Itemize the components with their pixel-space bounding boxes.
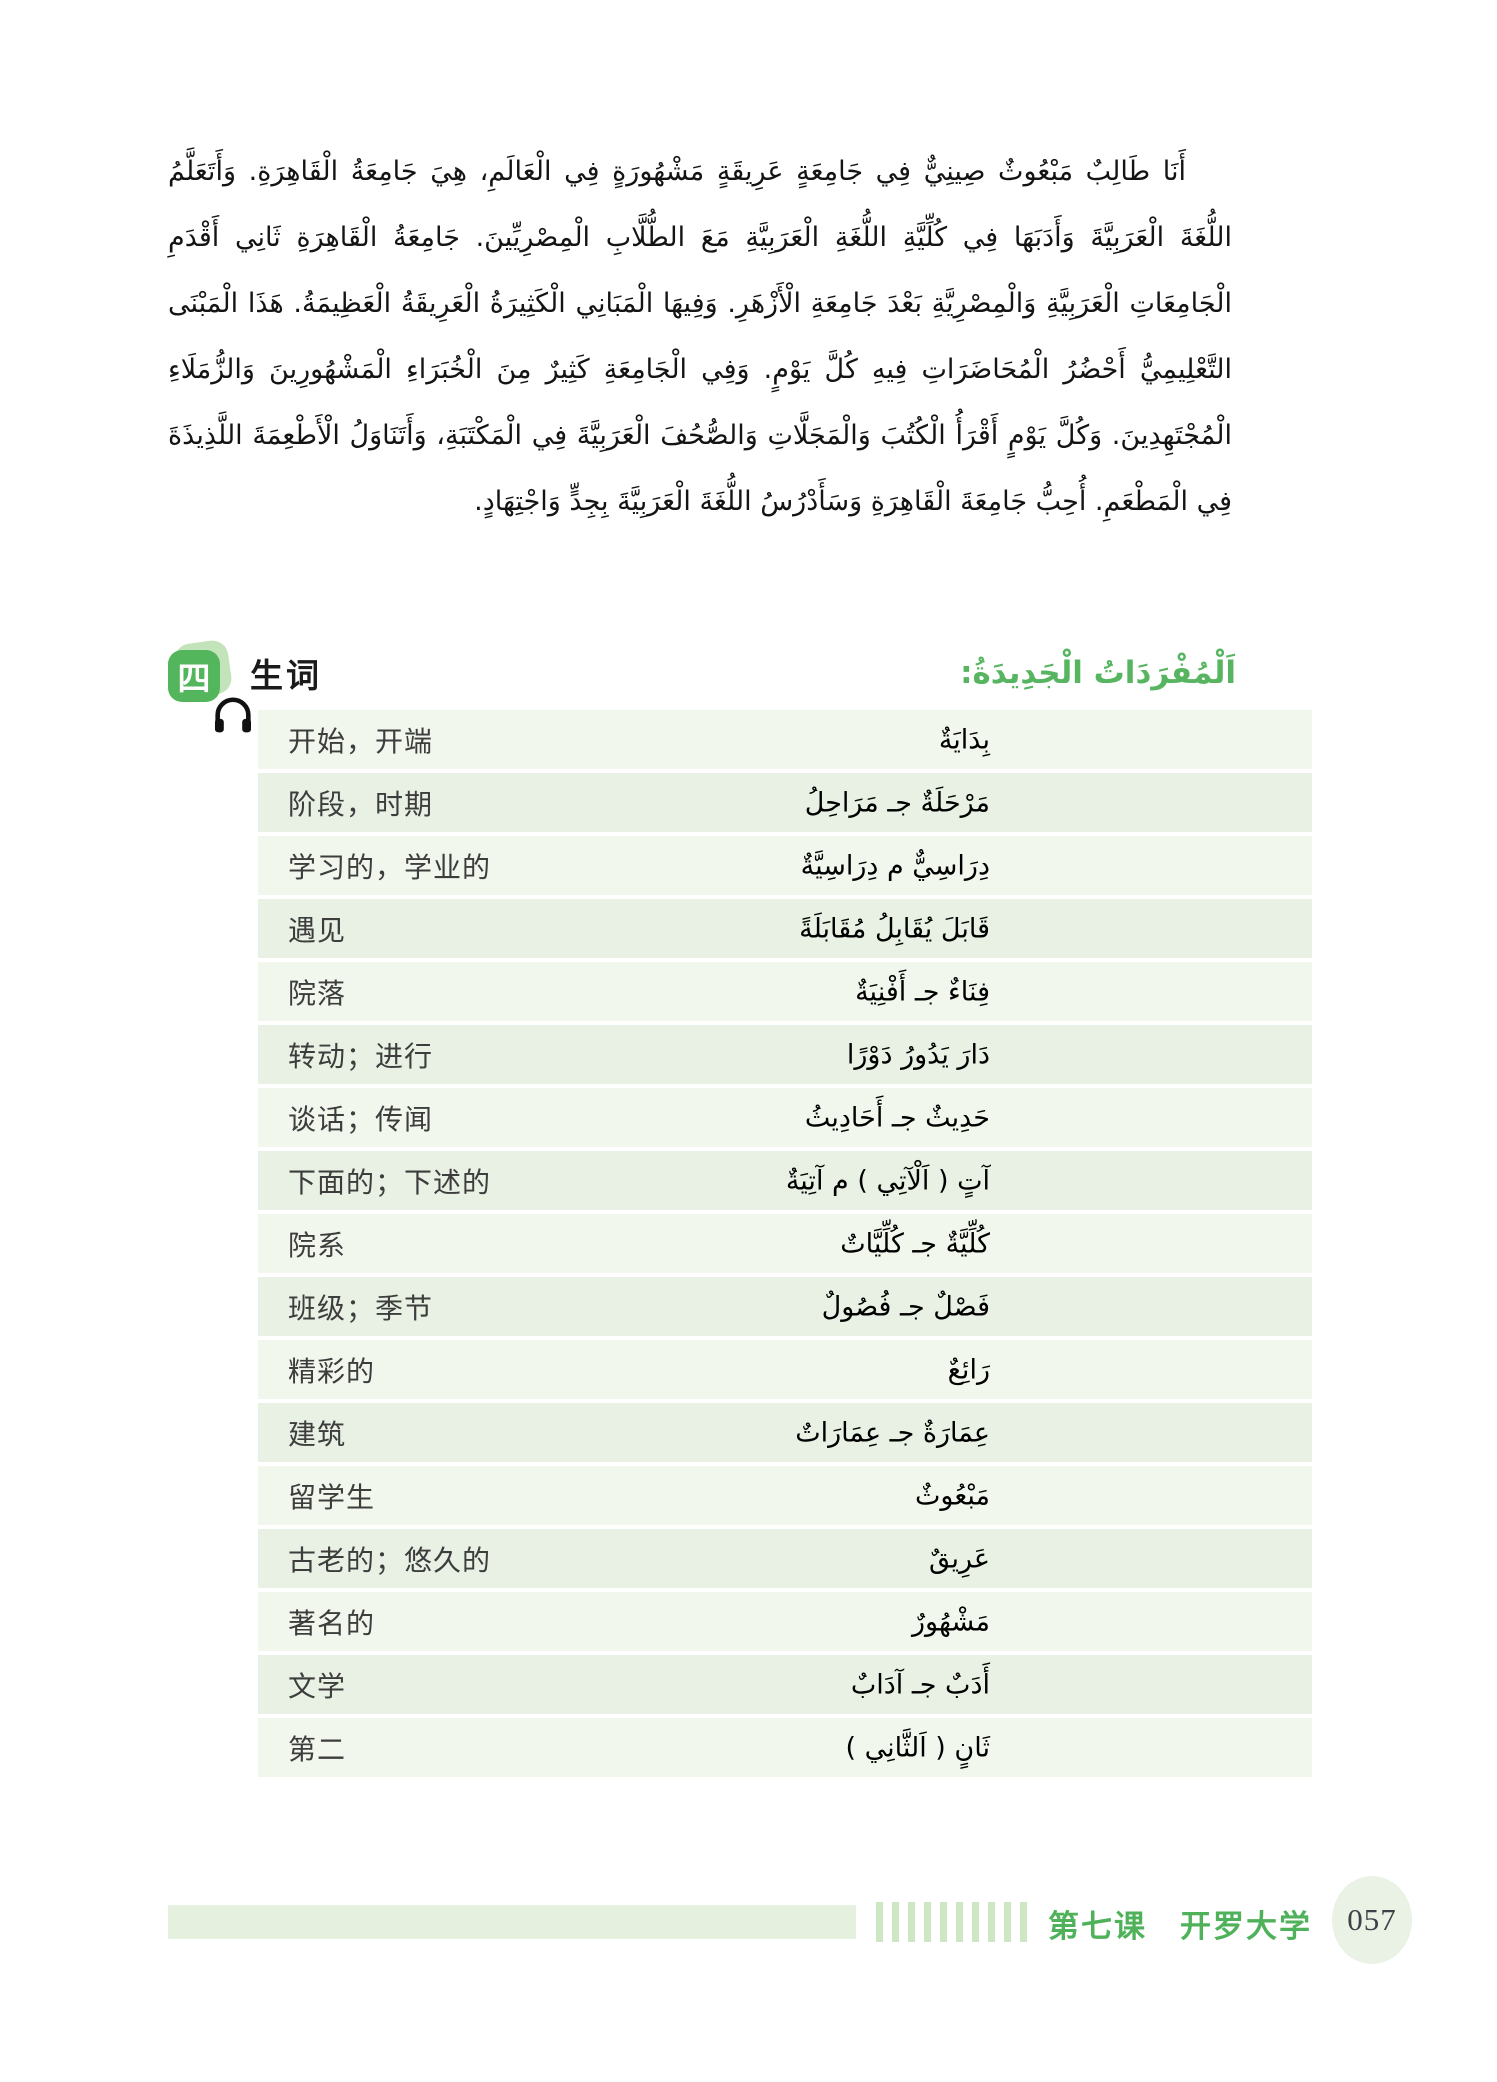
vocab-cn: 留学生 — [288, 1480, 376, 1514]
vocab-ar: مَرْحَلَةٌ جـ مَرَاحِلُ — [804, 787, 990, 818]
vocab-row: 建筑 عِمَارَةٌ جـ عِمَارَاتٌ — [258, 1403, 1312, 1462]
reading-passage: أَنَا طَالِبٌ مَبْعُوثٌ صِينِيٌّ فِي جَا… — [168, 156, 1232, 517]
vocab-cn: 班级；季节 — [288, 1291, 434, 1325]
section-title-cn: 生词 — [250, 656, 322, 695]
vocab-cn: 遇见 — [288, 913, 347, 947]
vocab-row: 转动；进行 دَارَ يَدُورُ دَوْرًا — [258, 1025, 1312, 1084]
vocab-cn: 院落 — [288, 976, 347, 1010]
vocab-row: 阶段，时期 مَرْحَلَةٌ جـ مَرَاحِلُ — [258, 773, 1312, 832]
vocab-ar: عَرِيقٌ — [928, 1543, 990, 1574]
vocab-ar: ثَانٍ ( اَلثَّانِي ) — [845, 1732, 990, 1763]
vocab-cn: 下面的；下述的 — [288, 1165, 492, 1199]
vocab-cn: 学习的，学业的 — [288, 850, 492, 884]
vocab-cn: 第二 — [288, 1732, 347, 1766]
vocab-cn: 谈话；传闻 — [288, 1102, 434, 1136]
vocab-cn: 转动；进行 — [288, 1039, 434, 1073]
vocab-row: 精彩的 رَائِعٌ — [258, 1340, 1312, 1399]
badge-number: 四 — [168, 650, 220, 702]
page-number: 057 — [1347, 1902, 1397, 1937]
headphones-icon — [210, 694, 256, 740]
vocab-row: 古老的；悠久的 عَرِيقٌ — [258, 1529, 1312, 1588]
vocab-row: 学习的，学业的 دِرَاسِيٌّ م دِرَاسِيَّةٌ — [258, 836, 1312, 895]
vocab-ar: كُلِّيَّةٌ جـ كُلِّيَّاتٌ — [840, 1228, 990, 1259]
vocab-ar: حَدِيثٌ جـ أَحَادِيثُ — [804, 1102, 990, 1133]
vocab-cn: 院系 — [288, 1228, 347, 1262]
vocab-cn: 古老的；悠久的 — [288, 1543, 492, 1577]
vocab-row: 院落 فِنَاءٌ جـ أَفْنِيَةٌ — [258, 962, 1312, 1021]
vocab-row: 文学 أَدَبٌ جـ آدَابٌ — [258, 1655, 1312, 1714]
section-header-left: 四 生词 — [168, 638, 322, 704]
vocab-row: 院系 كُلِّيَّةٌ جـ كُلِّيَّاتٌ — [258, 1214, 1312, 1273]
vocab-ar: دَارَ يَدُورُ دَوْرًا — [846, 1039, 990, 1070]
footer-bar — [168, 1905, 856, 1939]
vocab-row: 谈话；传闻 حَدِيثٌ جـ أَحَادِيثُ — [258, 1088, 1312, 1147]
vocab-ar: فَصْلٌ جـ فُصُولٌ — [821, 1291, 990, 1322]
vocab-cn: 精彩的 — [288, 1354, 376, 1388]
vocab-ar: قَابَلَ يُقَابِلُ مُقَابَلَةً — [799, 913, 990, 944]
vocab-cn: 阶段，时期 — [288, 787, 434, 821]
vocab-cn: 著名的 — [288, 1606, 376, 1640]
vocab-ar: رَائِعٌ — [947, 1354, 990, 1385]
vocab-row: 著名的 مَشْهُورٌ — [258, 1592, 1312, 1651]
vocab-cn: 文学 — [288, 1669, 347, 1703]
vocab-ar: مَشْهُورٌ — [912, 1606, 990, 1637]
vocab-row: 留学生 مَبْعُوثٌ — [258, 1466, 1312, 1525]
vocab-row: 开始，开端 بِدَايَةٌ — [258, 710, 1312, 769]
vocab-ar: عِمَارَةٌ جـ عِمَارَاتٌ — [795, 1417, 990, 1448]
vocab-row: 第二 ثَانٍ ( اَلثَّانِي ) — [258, 1718, 1312, 1777]
section-number-badge: 四 — [168, 638, 234, 704]
section-title-ar: اَلْمُفْرَدَاتُ الْجَدِيدَةُ: — [960, 655, 1236, 691]
section-header: 四 生词 اَلْمُفْرَدَاتُ الْجَدِيدَةُ: — [168, 638, 1236, 704]
vocab-row: 班级；季节 فَصْلٌ جـ فُصُولٌ — [258, 1277, 1312, 1336]
vocab-ar: مَبْعُوثٌ — [914, 1480, 990, 1511]
vocab-ar: بِدَايَةٌ — [938, 724, 990, 755]
vocab-ar: أَدَبٌ جـ آدَابٌ — [850, 1669, 990, 1700]
page-number-circle: 057 — [1332, 1876, 1412, 1964]
footer-stripes — [876, 1902, 1027, 1942]
vocab-ar: آتٍ ( اَلْآتِي ) م آتِيَةٌ — [785, 1165, 990, 1196]
vocab-table: 开始，开端 بِدَايَةٌ 阶段，时期 مَرْحَلَةٌ جـ مَرَ… — [258, 710, 1312, 1781]
vocab-row: 遇见 قَابَلَ يُقَابِلُ مُقَابَلَةً — [258, 899, 1312, 958]
vocab-cn: 开始，开端 — [288, 724, 434, 758]
vocab-cn: 建筑 — [288, 1417, 347, 1451]
footer-lesson-title: 第七课 开罗大学 — [1048, 1909, 1312, 1945]
vocab-ar: فِنَاءٌ جـ أَفْنِيَةٌ — [855, 976, 990, 1007]
vocab-ar: دِرَاسِيٌّ م دِرَاسِيَّةٌ — [800, 850, 990, 881]
vocab-row: 下面的；下述的 آتٍ ( اَلْآتِي ) م آتِيَةٌ — [258, 1151, 1312, 1210]
